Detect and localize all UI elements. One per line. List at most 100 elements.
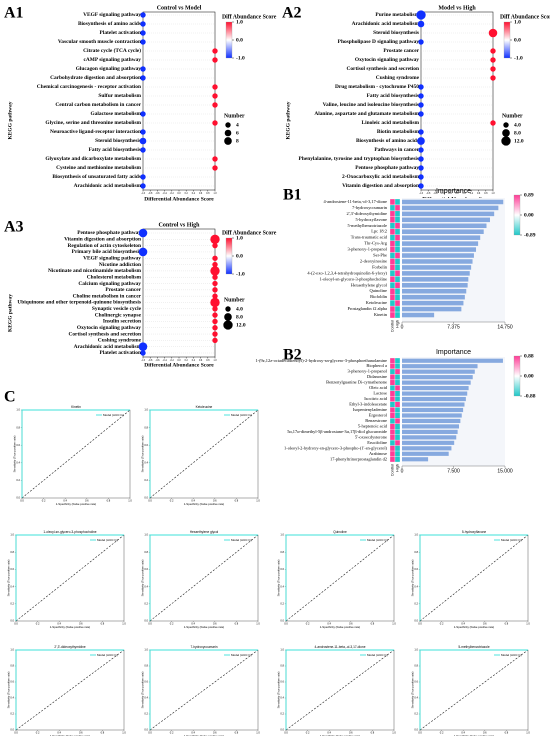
- bar: [402, 457, 429, 462]
- x-tick-label: 0.8: [505, 731, 509, 735]
- category-label: Biosynthesis of amino acids: [78, 21, 141, 27]
- y-tick-label: 1.0: [144, 648, 148, 652]
- plot-frame: [419, 534, 529, 622]
- bar: [402, 440, 455, 445]
- x-axis-label: 1-Specificity (False positive rate): [184, 734, 224, 736]
- heat-cell: [394, 210, 401, 217]
- y-tick-label: 1.0: [414, 648, 418, 652]
- bar: [402, 369, 475, 374]
- heat-cell: [394, 234, 401, 241]
- x-tick-label: 0.8: [101, 622, 105, 626]
- y-axis-label: Sensitivity (True positive rate): [411, 672, 415, 709]
- plot-frame: [21, 409, 131, 499]
- dot: [210, 234, 220, 244]
- heat-cell: [394, 385, 401, 391]
- heat-cell: [394, 423, 401, 430]
- category-label: Vitamin digestion and absorption: [64, 237, 141, 243]
- size-legend-dot: [224, 313, 232, 321]
- y-tick-label: 0.6: [10, 680, 14, 684]
- category-label: Lpc 18:2: [371, 229, 387, 234]
- heat-cell: [389, 423, 396, 430]
- y-tick-label: 0.2: [144, 478, 148, 482]
- x-tick-label: 1.0: [122, 622, 126, 626]
- category-label: Platelet activation: [100, 350, 141, 356]
- y-tick-label: 0.8: [144, 425, 148, 429]
- heat-cell: [394, 216, 401, 223]
- dot: [140, 12, 146, 18]
- colorbar-tick-label: -1.0: [236, 55, 245, 61]
- category-label: Forbelin: [372, 264, 388, 269]
- heat-cell: [389, 258, 396, 265]
- chart-title: Ketoleucine: [196, 405, 213, 409]
- x-tick-label: 0.4: [63, 499, 67, 503]
- x-tick-label: 0.6: [79, 731, 83, 735]
- roc-curve: [285, 649, 394, 730]
- dot: [212, 325, 218, 331]
- size-legend-label: 4: [236, 122, 239, 128]
- y-tick-label: 1.0: [10, 533, 14, 537]
- x-tick-label: 0.2: [170, 731, 174, 735]
- dot: [140, 111, 146, 117]
- colorbar: [513, 194, 521, 236]
- bar: [402, 358, 503, 363]
- dot: [418, 183, 424, 189]
- x-tick-label: 0.0: [14, 622, 18, 626]
- x-tick-label: 0.6: [349, 622, 353, 626]
- category-label: 4-androstene-11-beta,-ol-3,17-dione: [324, 199, 388, 205]
- category-label: Biopherol a: [366, 363, 387, 368]
- category-label: Erucifoline: [367, 440, 387, 445]
- size-legend-label: 12.0: [514, 138, 524, 144]
- dot: [418, 102, 424, 108]
- x-tick-label: 0.2: [440, 622, 444, 626]
- size-legend-dot: [501, 136, 511, 146]
- category-label: Oxytocin signaling pathway: [355, 57, 419, 63]
- x-tick-label: 0.0: [20, 499, 24, 503]
- heat-column-label: Control: [391, 320, 395, 332]
- x-axis-label: 1-Specificity (False positive rate): [56, 502, 96, 506]
- dot: [212, 287, 218, 293]
- bar: [402, 391, 468, 396]
- size-legend-dot: [223, 320, 233, 330]
- plot-frame: [142, 228, 216, 358]
- heat-cell: [394, 282, 401, 289]
- x-tick-label: -1.0: [141, 359, 146, 362]
- legend-label: Model (AUC=1): [367, 653, 388, 657]
- size-legend-title: Number: [224, 113, 245, 119]
- dot: [212, 102, 218, 108]
- category-label: Biosynthesis of amino acids: [356, 138, 419, 144]
- reference-line: [15, 649, 125, 731]
- heat-cell: [389, 270, 396, 277]
- category-label: 1-(9z,12z-octadecadienoyl)-2-hydroxy-sn-…: [255, 358, 387, 364]
- category-label: Pentose phosphate pathway: [77, 230, 141, 236]
- y-tick-label: 1.0: [144, 408, 148, 412]
- y-tick-label: 0.8: [144, 664, 148, 668]
- category-label: Benzestrone: [365, 418, 387, 423]
- roc-curve: [419, 649, 528, 730]
- heat-cell: [389, 311, 396, 319]
- category-label: Arachidonic acid metabolism: [74, 183, 142, 189]
- dot: [140, 21, 146, 27]
- x-tick-label: -0.8: [148, 192, 153, 195]
- size-legend-label: 6: [236, 130, 239, 136]
- x-tick-label: 0.6: [85, 499, 89, 503]
- heat-cell: [394, 439, 401, 446]
- dot: [490, 48, 496, 54]
- x-tick-label: 0.6: [199, 192, 203, 195]
- bar: [402, 300, 464, 306]
- bar: [402, 265, 472, 270]
- y-axis-label: Sensitivity (True positive rate): [141, 672, 145, 709]
- category-label: Ser-Phe: [373, 253, 387, 258]
- x-tick-label: 0.0: [177, 192, 181, 195]
- colorbar-tick-label: 1.0: [236, 19, 243, 25]
- y-tick-label: 0.8: [10, 550, 14, 554]
- plot-frame: [149, 409, 259, 499]
- size-legend-dot: [224, 137, 232, 145]
- colorbar-tick-label: 0.00: [524, 212, 534, 218]
- y-tick-label: 0.8: [10, 664, 14, 668]
- bar: [402, 418, 461, 424]
- heat-cell: [394, 418, 401, 424]
- reference-line: [285, 649, 395, 731]
- y-tick-label: 0.2: [10, 601, 14, 605]
- category-label: Cortisol synthesis and secretion: [68, 331, 141, 337]
